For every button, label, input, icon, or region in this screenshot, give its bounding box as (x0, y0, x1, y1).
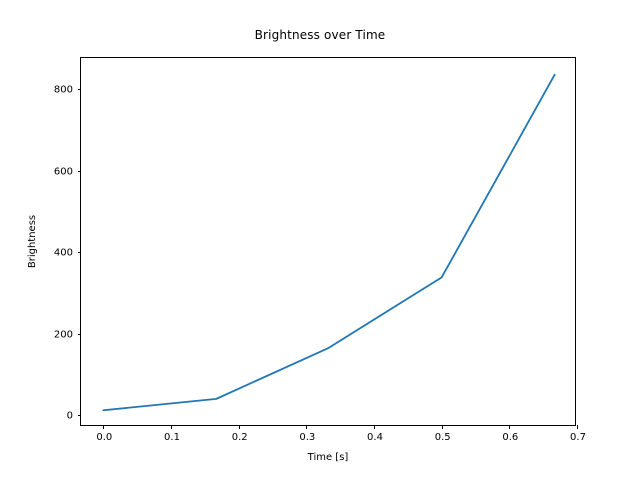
y-tick-label: 200 (53, 329, 73, 341)
y-axis-label: Brightness (27, 214, 38, 269)
y-tick: 400 (54, 248, 81, 259)
x-tick: 0.5 (435, 425, 451, 443)
x-tick-label: 0.4 (367, 432, 383, 443)
x-tick: 0.0 (96, 425, 112, 443)
x-tick-label: 0.1 (164, 432, 180, 443)
y-tick-label: 0 (66, 410, 73, 422)
x-tick-label: 0.0 (96, 432, 113, 443)
x-tick: 0.3 (299, 425, 315, 443)
x-tick-label: 0.5 (434, 432, 451, 443)
x-tick: 0.2 (232, 425, 248, 443)
x-tick: 0.4 (367, 425, 383, 443)
y-tick: 600 (54, 166, 81, 177)
x-tick-label: 0.7 (570, 432, 586, 443)
plot-area: 0.0 0.1 0.2 0.3 0.4 0.5 0.6 0.7 0 200 400 600 800 (54, 57, 586, 443)
y-tick-label: 800 (53, 84, 73, 96)
x-tick-label: 0.2 (231, 432, 248, 443)
brightness-line-series (102, 73, 556, 412)
x-tick: 0.6 (502, 425, 518, 443)
data-line-svg (102, 73, 556, 412)
chart-title: Brightness over Time (254, 28, 386, 42)
y-tick-label: 600 (53, 166, 73, 178)
y-tick: 200 (54, 329, 81, 340)
y-tick-label: 400 (53, 247, 73, 259)
y-tick: 800 (54, 84, 81, 95)
x-tick-label: 0.3 (299, 432, 316, 443)
x-tick: 0.1 (164, 425, 180, 443)
x-tick-label: 0.6 (502, 432, 519, 443)
x-axis-label: Time [s] (307, 452, 349, 463)
x-tick: 0.7 (570, 425, 586, 443)
y-tick: 0 (67, 411, 81, 422)
